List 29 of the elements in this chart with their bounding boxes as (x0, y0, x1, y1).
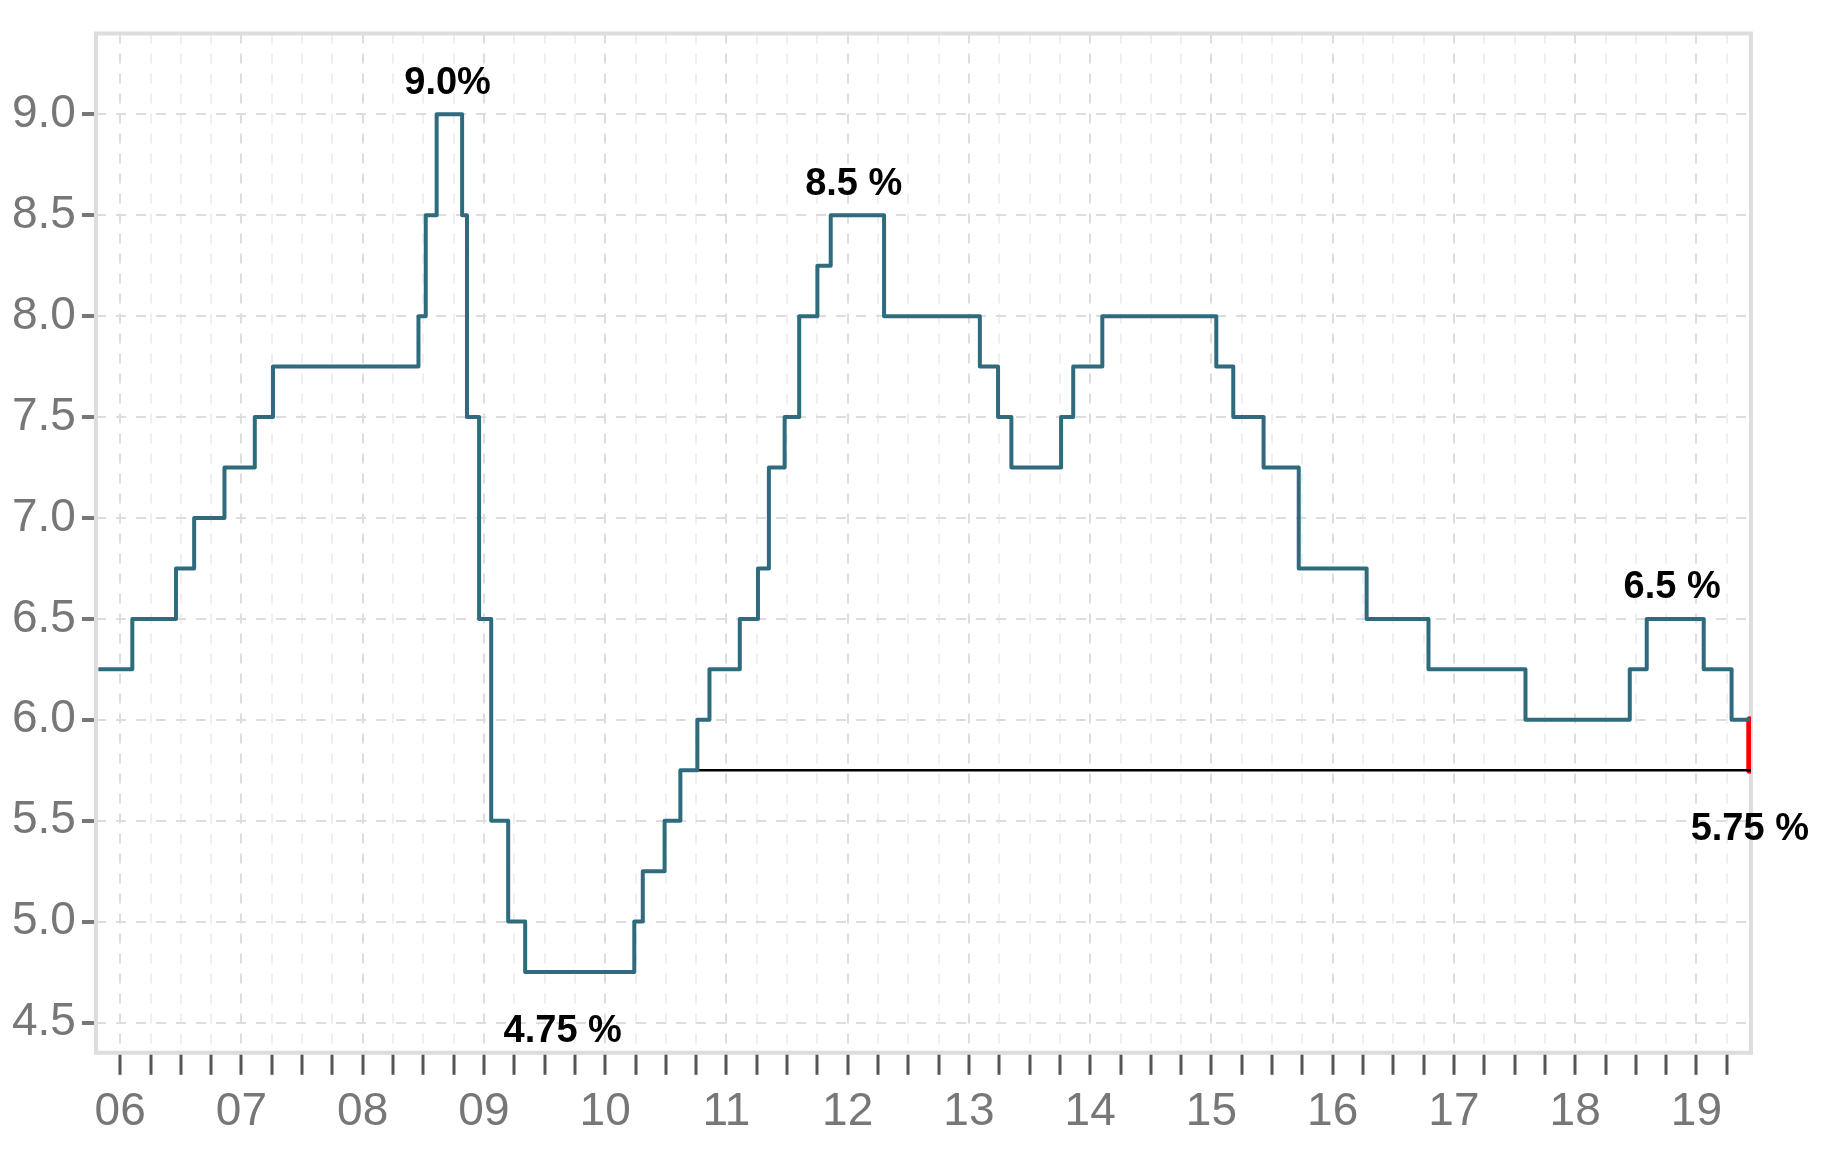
y-tick-label: 8.0 (11, 286, 76, 339)
x-tick-label: 08 (337, 1083, 389, 1136)
y-tick-label: 7.5 (11, 387, 76, 440)
y-tick-label: 7.0 (11, 488, 76, 541)
x-tick-label: 18 (1549, 1083, 1601, 1136)
annotation: 6.5 % (1623, 564, 1721, 607)
y-tick-label: 4.5 (11, 993, 76, 1046)
x-tick-label: 13 (943, 1083, 995, 1136)
x-tick-label: 19 (1670, 1083, 1723, 1136)
y-tick-label: 9.0 (11, 85, 76, 138)
annotation: 5.75 % (1690, 805, 1809, 848)
x-tick-label: 06 (94, 1083, 146, 1136)
y-tick-label: 5.5 (11, 791, 76, 844)
x-tick-label: 17 (1428, 1083, 1480, 1136)
y-tick-label: 5.0 (11, 892, 76, 945)
x-tick-label: 14 (1064, 1083, 1116, 1136)
x-tick-label: 12 (822, 1083, 874, 1136)
x-tick-label: 15 (1185, 1083, 1238, 1136)
x-tick-label: 11 (702, 1083, 751, 1136)
y-tick-label: 6.0 (11, 690, 76, 743)
y-tick-label: 6.5 (11, 589, 76, 642)
x-tick-label: 16 (1307, 1083, 1359, 1136)
annotation: 9.0% (404, 59, 491, 102)
y-tick-label: 8.5 (11, 185, 76, 238)
x-tick-label: 07 (215, 1083, 268, 1136)
x-tick-label: 10 (579, 1083, 631, 1136)
x-tick-label: 09 (458, 1083, 510, 1136)
annotation: 8.5 % (805, 160, 903, 203)
annotation: 4.75 % (503, 1007, 622, 1050)
